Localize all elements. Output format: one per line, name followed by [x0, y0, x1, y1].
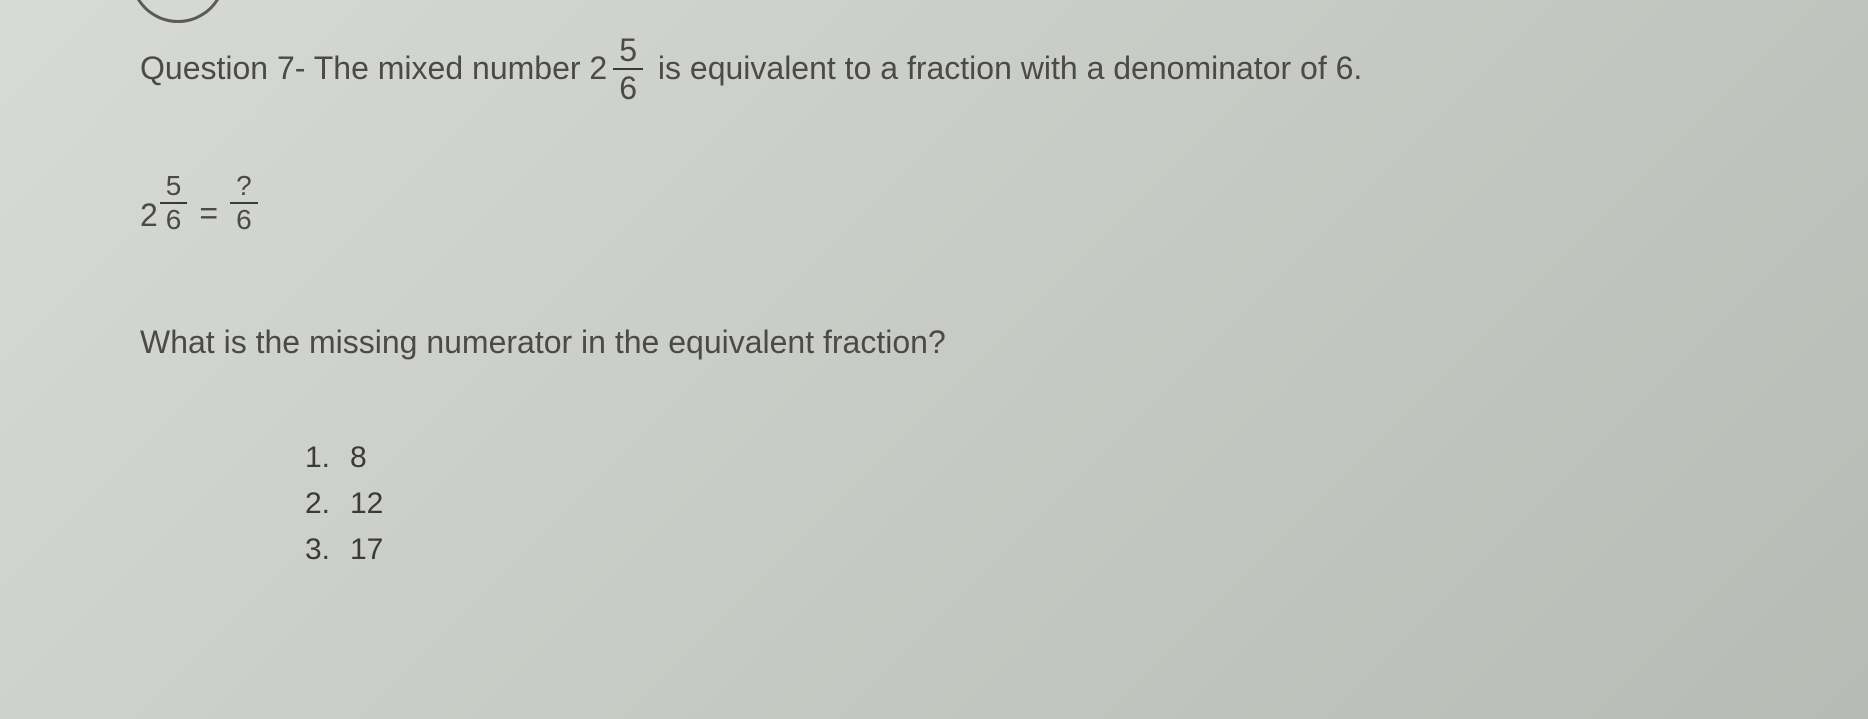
question-fraction: 5 6	[613, 34, 643, 104]
equation-left-fraction: 5 6	[160, 172, 188, 234]
option-row: 1. 8	[280, 441, 1868, 475]
option-value: 17	[350, 533, 383, 567]
option-row: 3. 17	[280, 533, 1868, 567]
option-value: 8	[350, 441, 367, 475]
question-content: Question 7- The mixed number 2 5 6 is eq…	[0, 0, 1868, 567]
equation-right-denominator: 6	[230, 204, 258, 234]
equation: 2 5 6 = ? 6	[140, 172, 1868, 234]
option-value: 12	[350, 487, 383, 521]
equation-right-fraction: ? 6	[230, 172, 258, 234]
question-suffix: is equivalent to a fraction with a denom…	[658, 50, 1362, 87]
question-text-line: Question 7- The mixed number 2 5 6 is eq…	[140, 50, 1868, 122]
question-fraction-numerator: 5	[613, 34, 643, 70]
option-number: 1.	[280, 441, 330, 475]
option-number: 2.	[280, 487, 330, 521]
equation-left-denominator: 6	[160, 204, 188, 234]
equals-sign: =	[199, 195, 218, 234]
question-fraction-denominator: 6	[613, 70, 643, 104]
option-number: 3.	[280, 533, 330, 567]
equation-whole: 2	[140, 197, 158, 234]
answer-options: 1. 8 2. 12 3. 17	[280, 441, 1868, 567]
equation-right-numerator: ?	[230, 172, 258, 204]
prompt-text: What is the missing numerator in the equ…	[140, 324, 1868, 361]
equation-left-numerator: 5	[160, 172, 188, 204]
question-prefix: Question 7- The mixed number 2	[140, 50, 607, 87]
option-row: 2. 12	[280, 487, 1868, 521]
